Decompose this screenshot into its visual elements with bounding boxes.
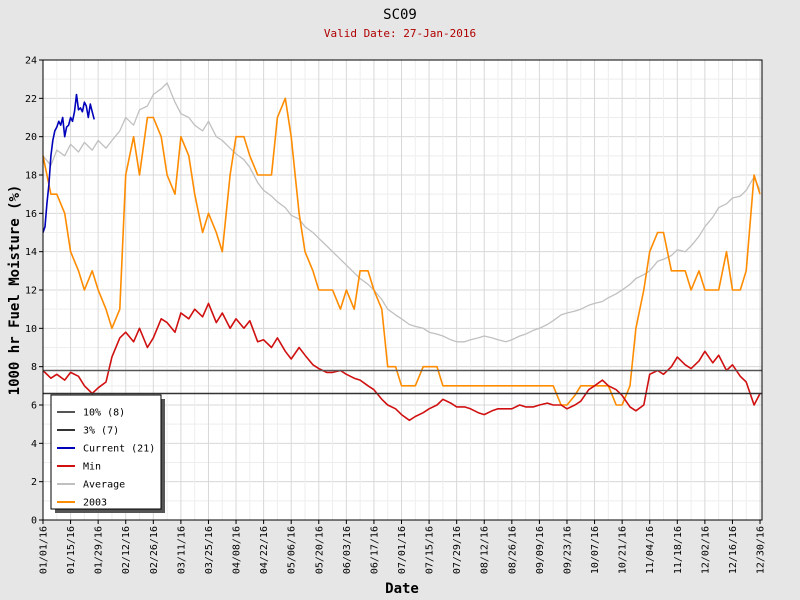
x-tick-label: 02/12/16 [121,526,132,574]
y-tick-label: 8 [31,362,37,373]
x-tick-label: 01/15/16 [66,526,77,574]
series-lines [42,82,762,422]
x-tick-label: 04/08/16 [232,526,243,574]
x-tick-label: 03/25/16 [204,526,215,574]
x-tick-label: 02/26/16 [149,526,160,574]
x-tick-label: 11/04/16 [645,526,656,574]
y-tick-label: 12 [25,286,37,297]
legend-label: Current (21) [83,444,155,455]
x-tick-label: 05/06/16 [287,526,298,574]
plot-frame [42,59,763,521]
x-tick-label: 07/15/16 [425,526,436,574]
y-tick-label: 24 [25,56,37,67]
x-tick-label: 09/09/16 [535,526,546,574]
chart-subtitle: Valid Date: 27-Jan-2016 [324,27,476,40]
x-tick-label: 10/07/16 [590,526,601,574]
y-tick-label: 20 [25,132,37,143]
x-tick-label: 10/21/16 [618,526,629,574]
x-axis-ticks: 01/01/16 01/15/16 01/29/16 02/12/16 02/26/16… [39,520,767,574]
x-tick-label: 12/30/16 [756,526,767,574]
x-tick-label: 01/01/16 [39,526,50,574]
legend-label: Min [83,462,101,473]
series-line-2003 [42,97,761,406]
x-tick-label: 01/29/16 [94,526,105,574]
legend-box [50,394,162,510]
y-axis-label: 1000 hr Fuel Moisture (%) [7,185,23,396]
y-tick-label: 18 [25,171,37,182]
x-tick-label: 06/03/16 [342,526,353,574]
x-tick-label: 12/16/16 [728,526,739,574]
x-tick-label: 07/01/16 [397,526,408,574]
y-tick-label: 4 [31,439,37,450]
x-tick-label: 12/02/16 [700,526,711,574]
series-line-current-21 [42,93,95,233]
x-tick-label: 11/18/16 [673,526,684,574]
legend: 10% (8) 3% (7) Current (21) Min Average 2003 [50,394,165,513]
legend-label: Average [83,480,125,491]
y-tick-label: 6 [31,401,37,412]
legend-label: 2003 [83,498,107,509]
series-line-average [42,82,761,343]
x-axis-label: Date [385,581,419,597]
series-line-min [42,302,761,422]
chart-title: SC09 [383,7,417,23]
x-tick-label: 08/26/16 [507,526,518,574]
y-tick-label: 22 [25,94,37,105]
legend-label: 10% (8) [83,408,125,419]
x-tick-label: 08/12/16 [480,526,491,574]
x-tick-label: 07/29/16 [452,526,463,574]
y-tick-label: 2 [31,477,37,488]
x-tick-label: 06/17/16 [369,526,380,574]
x-tick-label: 04/22/16 [259,526,270,574]
y-tick-label: 16 [25,209,37,220]
y-tick-label: 0 [31,516,37,527]
y-tick-label: 10 [25,324,37,335]
x-tick-label: 09/23/16 [562,526,573,574]
x-tick-label: 05/20/16 [314,526,325,574]
x-tick-label: 03/11/16 [176,526,187,574]
legend-label: 3% (7) [83,426,119,437]
y-tick-label: 14 [25,247,37,258]
